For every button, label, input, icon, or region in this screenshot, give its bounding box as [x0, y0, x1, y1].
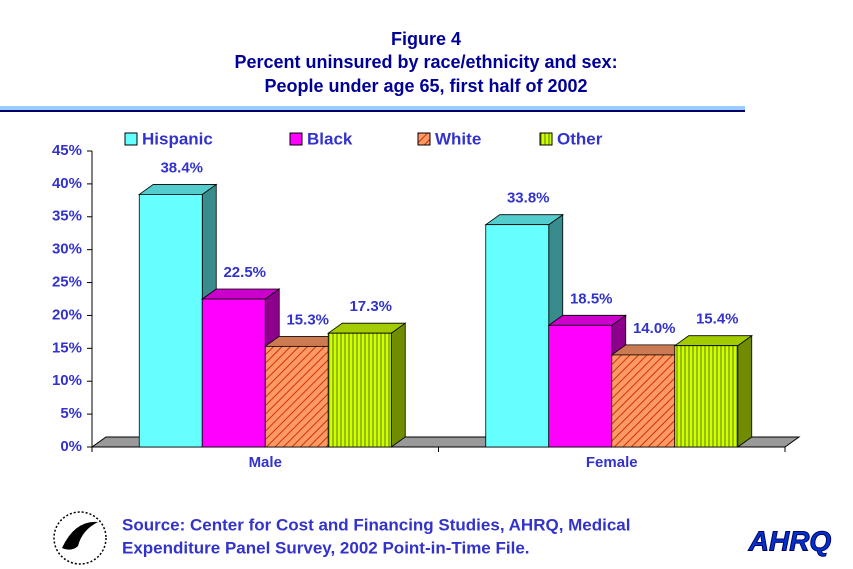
bar	[485, 224, 550, 448]
bar	[611, 354, 676, 448]
x-tick-label: Male	[249, 454, 282, 471]
chart-subtitle: Percent uninsured by race/ethnicity and …	[234, 52, 617, 72]
value-label: 14.0%	[633, 320, 676, 337]
header-rule	[0, 110, 745, 112]
bar	[327, 332, 392, 448]
value-label: 18.5%	[570, 290, 613, 307]
y-tick-label: 40%	[52, 175, 82, 192]
source-note: Source: Center for Cost and Financing St…	[122, 515, 631, 534]
y-tick-label: 30%	[52, 241, 82, 258]
y-tick-label: 15%	[52, 339, 82, 356]
bar-top	[327, 322, 407, 334]
value-label: 17.3%	[349, 298, 392, 315]
bar	[264, 345, 329, 448]
bar-side	[390, 322, 406, 448]
bar-top	[547, 314, 627, 326]
ahrq-logo: AHRQ	[748, 525, 832, 556]
bar-top	[484, 214, 564, 226]
value-label: 15.4%	[696, 311, 739, 328]
legend-swatch	[417, 132, 431, 146]
bar-top	[138, 184, 218, 195]
bar-top	[201, 288, 281, 300]
legend-label: Black	[307, 129, 353, 148]
bar-side	[737, 334, 753, 448]
x-tick-label: Female	[586, 454, 638, 471]
y-tick-label: 35%	[52, 208, 82, 225]
bar	[548, 324, 613, 448]
y-tick-label: 10%	[52, 372, 82, 389]
legend-swatch	[289, 132, 303, 146]
value-label: 33.8%	[507, 190, 550, 207]
source-note: Expenditure Panel Survey, 2002 Point-in-…	[122, 538, 530, 557]
value-label: 22.5%	[223, 264, 266, 281]
legend-label: Hispanic	[142, 129, 213, 148]
value-label: 38.4%	[160, 159, 203, 176]
hhs-logo	[53, 511, 107, 565]
legend-swatch	[124, 132, 138, 146]
bar	[138, 194, 203, 448]
legend-label: White	[435, 129, 481, 148]
y-tick-label: 5%	[60, 405, 82, 422]
y-tick-label: 0%	[60, 438, 82, 455]
legend-label: Other	[557, 129, 603, 148]
y-tick-label: 25%	[52, 274, 82, 291]
bar	[674, 345, 739, 448]
bar-top	[673, 335, 753, 347]
chart-subtitle: People under age 65, first half of 2002	[264, 76, 587, 96]
header-rule	[0, 106, 745, 110]
y-tick-label: 45%	[52, 142, 82, 159]
value-label: 15.3%	[286, 311, 329, 328]
bar	[201, 298, 266, 448]
chart-title: Figure 4	[391, 29, 461, 49]
y-tick-label: 20%	[52, 306, 82, 323]
legend-swatch	[539, 132, 553, 146]
